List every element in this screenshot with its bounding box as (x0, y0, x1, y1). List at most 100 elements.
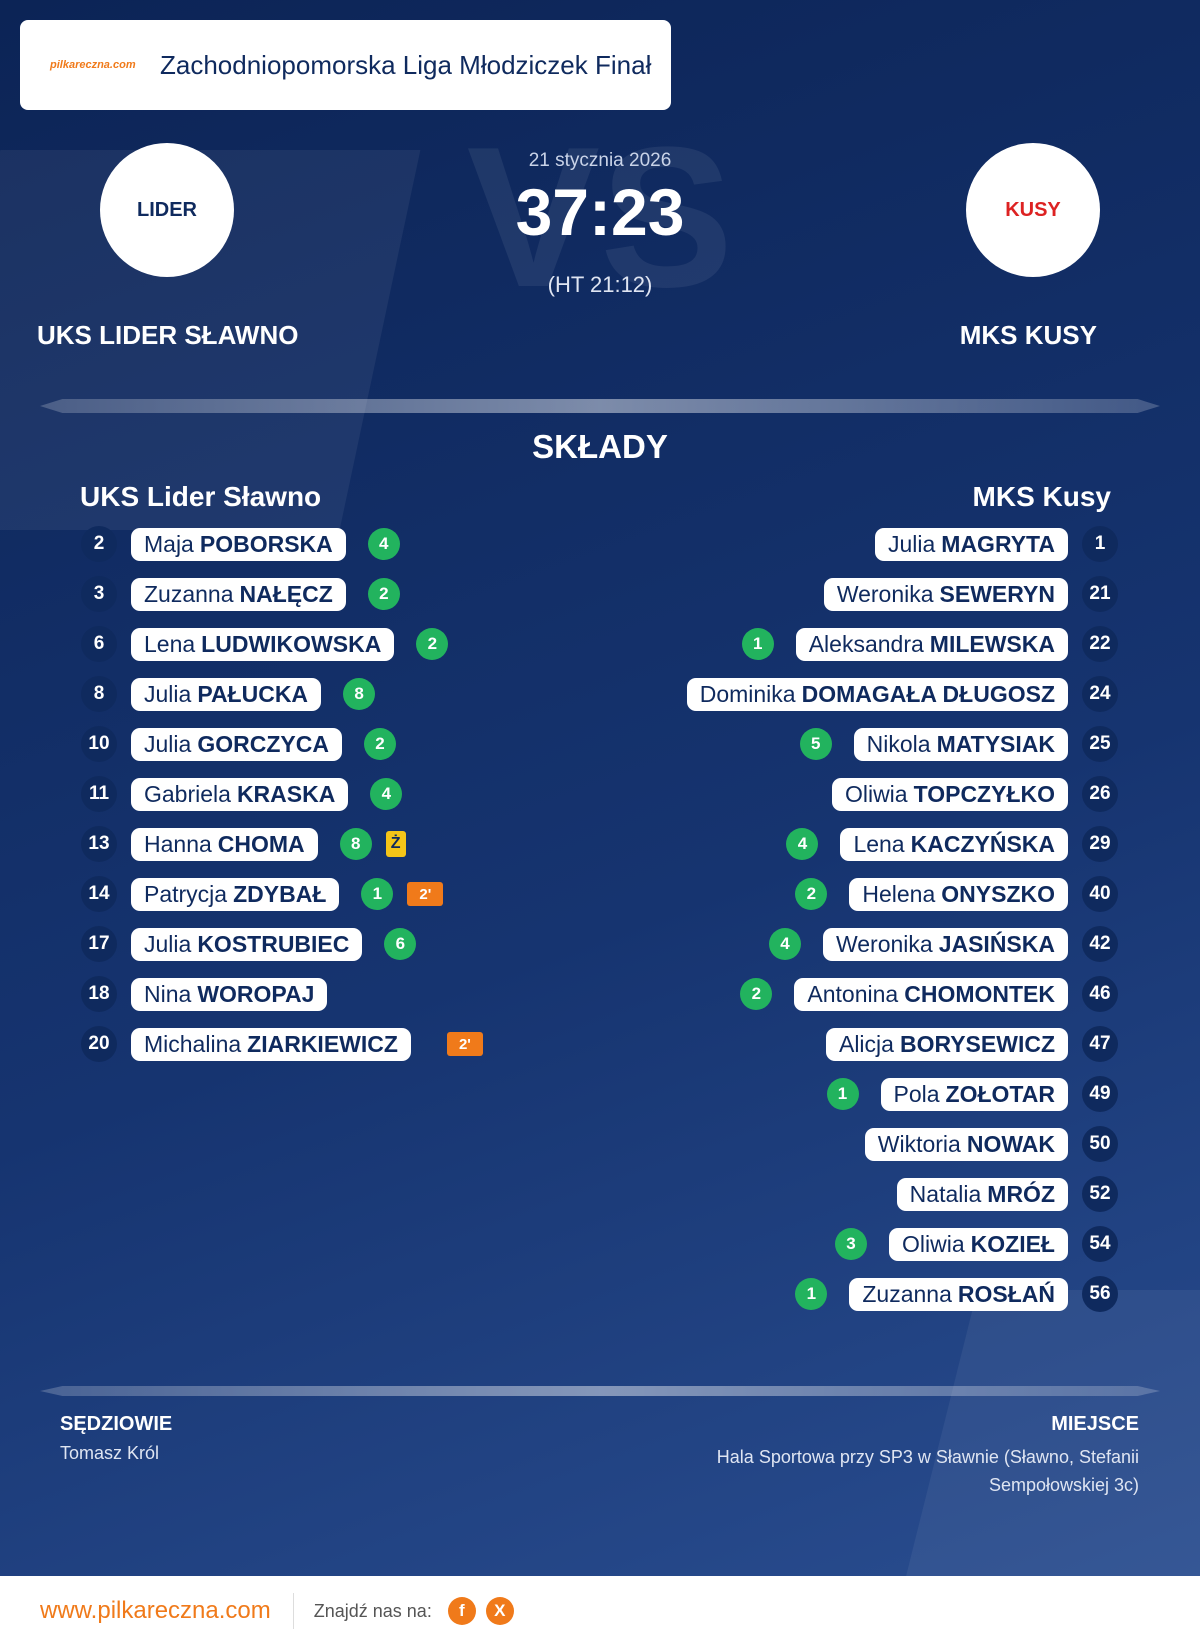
first-name: Julia (887, 530, 936, 557)
home-name: UKS LIDER SŁAWNO (37, 320, 299, 350)
home-crest: LIDER (100, 143, 234, 277)
player-row: 24 Dominika DOMAGAŁA DŁUGOSZ (673, 676, 1118, 712)
goals: 2 (363, 728, 396, 760)
first-name: Nikola (866, 730, 931, 757)
away-team: MKS Kusy (972, 481, 1111, 512)
section-title: SKŁADY (532, 428, 668, 465)
player-row: 13 Hanna CHOMA 8 Ż (81, 826, 412, 862)
last-name: TOPCZYŁKO (913, 780, 1055, 807)
player-name: Helena ONYSZKO (849, 877, 1068, 911)
first-name: Julia (144, 680, 192, 707)
goals: 4 (370, 778, 403, 810)
last-name: NAŁĘCZ (239, 580, 333, 607)
player-row: 1 Julia MAGRYTA (861, 526, 1118, 562)
shirt-number: 8 (81, 676, 117, 712)
shirt-number: 50 (1082, 1126, 1118, 1162)
goals: 8 (339, 828, 372, 860)
match-date: 21 stycznia 2026 (528, 150, 672, 171)
last-name: MATYSIAK (936, 730, 1055, 757)
logo: pilkareczna.com (50, 59, 136, 71)
player-row: 20 Michalina ZIARKIEWICZ 2' (81, 1026, 489, 1062)
first-name: Pola (893, 1080, 940, 1107)
goals: 2 (795, 878, 828, 910)
player-row: 50 Wiktoria NOWAK (851, 1126, 1118, 1162)
separator (292, 1593, 294, 1629)
watermark: VS (466, 106, 734, 329)
follow-label: Znajdź nas na: (313, 1600, 432, 1621)
player-name: Patrycja ZDYBAŁ (131, 877, 340, 911)
away-crest: KUSY (966, 143, 1100, 277)
player-row: 6 Lena LUDWIKOWSKA 2 (81, 626, 456, 662)
player-name: Michalina ZIARKIEWICZ (131, 1027, 411, 1061)
player-name: Maja POBORSKA (131, 527, 346, 561)
player-row: 54 Oliwia KOZIEŁ 3 (827, 1226, 1118, 1262)
player-name: Julia PAŁUCKA (131, 677, 322, 711)
player-name: Pola ZOŁOTAR (880, 1077, 1068, 1111)
facebook-icon[interactable]: f (447, 1597, 476, 1625)
goals: 8 (343, 678, 376, 710)
player-row: 14 Patrycja ZDYBAŁ 1 2' (81, 876, 449, 912)
last-name: SEWERYN (939, 580, 1055, 607)
last-name: WOROPAJ (197, 980, 315, 1007)
player-name: Nina WOROPAJ (131, 977, 328, 1011)
player-name: Lena LUDWIKOWSKA (131, 627, 395, 661)
header-card: pilkareczna.com Zachodniopomorska Liga M… (20, 20, 671, 110)
goals: 1 (795, 1278, 828, 1310)
goals: 2 (740, 978, 773, 1010)
decoration (902, 1290, 1200, 1590)
player-row: 46 Antonina CHOMONTEK 2 (732, 976, 1118, 1012)
site-link[interactable]: www.pilkareczna.com (40, 1597, 271, 1624)
first-name: Oliwia (902, 1230, 965, 1257)
shirt-number: 46 (1082, 976, 1118, 1012)
first-name: Michalina (144, 1030, 242, 1057)
player-row: 17 Julia KOSTRUBIEC 6 (81, 926, 424, 962)
player-name: Zuzanna NAŁĘCZ (131, 577, 346, 611)
shirt-number: 52 (1082, 1176, 1118, 1212)
first-name: Aleksandra (808, 630, 924, 657)
officials-names: Tomasz Król (60, 1443, 160, 1463)
first-name: Alicja (838, 1030, 894, 1057)
goals: 6 (384, 928, 417, 960)
player-name: Oliwia KOZIEŁ (889, 1227, 1068, 1261)
shirt-number: 24 (1082, 676, 1118, 712)
first-name: Dominika (699, 680, 796, 707)
first-name: Hanna (144, 830, 212, 857)
player-name: Gabriela KRASKA (131, 777, 349, 811)
goals: 2 (367, 578, 400, 610)
player-row: 11 Gabriela KRASKA 4 (81, 776, 410, 812)
last-name: MILEWSKA (929, 630, 1055, 657)
shirt-number: 42 (1082, 926, 1118, 962)
divider (40, 399, 1160, 413)
shirt-number: 1 (1082, 526, 1118, 562)
shirt-number: 2 (81, 526, 117, 562)
shirt-number: 49 (1082, 1076, 1118, 1112)
last-name: MAGRYTA (941, 530, 1055, 557)
venue-label: MIEJSCE (1051, 1413, 1139, 1435)
last-name: ROSŁAŃ (957, 1280, 1055, 1307)
goals: 1 (361, 878, 394, 910)
shirt-number: 18 (81, 976, 117, 1012)
last-name: KOZIEŁ (970, 1230, 1055, 1257)
shirt-number: 14 (81, 876, 117, 912)
player-name: Weronika JASIŃSKA (822, 927, 1068, 961)
player-name: Zuzanna ROSŁAŃ (849, 1277, 1068, 1311)
last-name: KOSTRUBIEC (197, 930, 350, 957)
score: 37:23 (515, 175, 685, 249)
x-icon[interactable]: X (485, 1597, 514, 1625)
goals: 4 (786, 828, 819, 860)
away-name: MKS KUSY (959, 320, 1097, 350)
player-name: Antonina CHOMONTEK (794, 977, 1068, 1011)
home-team: UKS Lider Sławno (80, 481, 322, 512)
player-name: Julia GORCZYCA (131, 727, 342, 761)
last-name: LUDWIKOWSKA (201, 630, 382, 657)
shirt-number: 54 (1082, 1226, 1118, 1262)
shirt-number: 26 (1082, 776, 1118, 812)
player-name: Wiktoria NOWAK (864, 1127, 1068, 1161)
last-name: ONYSZKO (941, 880, 1055, 907)
player-name: Oliwia TOPCZYŁKO (831, 777, 1068, 811)
last-name: GORCZYCA (197, 730, 329, 757)
half-time: (HT 21:12) (547, 272, 653, 297)
shirt-number: 29 (1082, 826, 1118, 862)
shirt-number: 13 (81, 826, 117, 862)
